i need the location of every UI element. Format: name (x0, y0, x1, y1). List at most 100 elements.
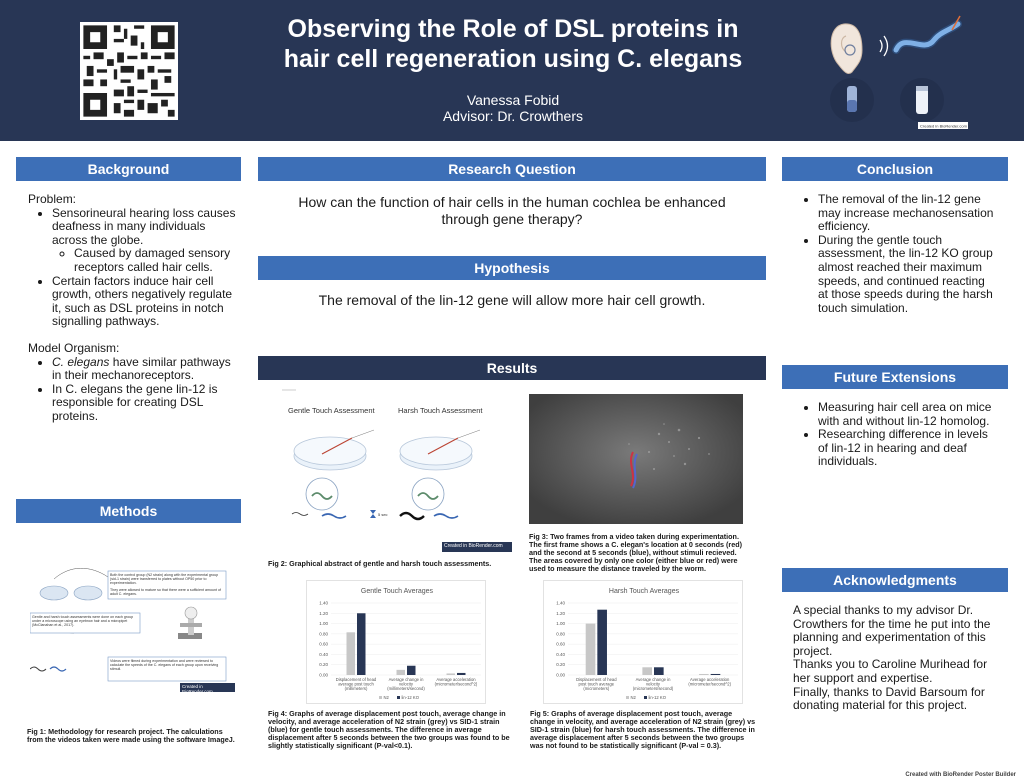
fig2-caption: Fig 2: Graphical abstract of gentle and … (268, 559, 492, 568)
legend-label: lin-12 KO (402, 695, 420, 700)
fig5-caption: Fig 5: Graphs of average displacement po… (530, 709, 756, 750)
conclusion-body: The removal of the lin-12 gene may incre… (794, 192, 994, 316)
list-item: During the gentle touch assessment, the … (818, 233, 994, 316)
author-block: Vanessa Fobid Advisor: Dr. Crowthers (330, 92, 696, 124)
bar-n2 (346, 632, 355, 675)
y-tick-label: 0.80 (319, 631, 328, 636)
x-tick-label: Displacement of head average post touch (m… (336, 677, 377, 691)
chart-title: Gentle Touch Averages (361, 588, 434, 595)
y-tick-label: 1.20 (319, 611, 328, 616)
bar-n2 (699, 673, 709, 675)
future-extensions-heading: Future Extensions (782, 365, 1008, 389)
bar-lin12ko (710, 673, 721, 675)
fig1-caption: Fig 1: Methodology for research project.… (27, 727, 235, 744)
poster-title: Observing the Role of DSL proteins in ha… (283, 15, 743, 73)
fig2-touch-assessment: Gentle Touch Assessment Harsh Touch Asse… (282, 388, 512, 554)
acknowledgments-heading: Acknowledgments (782, 568, 1008, 592)
harsh-touch-label: Harsh Touch Assessment (398, 406, 483, 415)
y-tick-label: 1.00 (319, 621, 328, 626)
methods-figure: Both the control group (N2 strain) along… (29, 567, 235, 694)
microscope-icon (178, 606, 202, 639)
bar-lin12ko (357, 613, 366, 675)
methods-step-2: Gentle and harsh touch assessments were … (32, 615, 134, 628)
hourglass-icon (370, 510, 376, 518)
chart-title: Harsh Touch Averages (609, 588, 680, 595)
list-item: Researching difference in levels of lin-… (818, 427, 994, 469)
header-illustrations: Created in BioRender.com (826, 14, 976, 132)
y-tick-label: 0.60 (556, 642, 565, 647)
gentle-touch-chart: Gentle Touch Averages 0.00 0.20 0.40 0.60 0.8… (306, 580, 486, 704)
vial-icon (900, 78, 944, 122)
methods-credit: Created in BioRender.com (182, 684, 213, 694)
y-tick-label: 0.00 (556, 673, 565, 678)
background-heading: Background (16, 157, 241, 181)
y-tick-label: 1.40 (319, 601, 328, 606)
author-name: Vanessa Fobid (466, 92, 560, 108)
qr-code-icon[interactable] (80, 22, 178, 120)
x-tick-label: Displacement of head post touch average (m… (576, 677, 617, 691)
y-tick-label: 0.60 (319, 642, 328, 647)
fig2-credit: Created in BioRender.com (444, 543, 503, 549)
model-item-text: have similar pathways in their mechanore… (52, 354, 231, 383)
research-question-text: How can the function of hair cells in th… (298, 194, 726, 227)
time-label: 5 sec (378, 512, 388, 517)
x-tick-label: Average acceleration (micrometer/second^2… (435, 677, 478, 687)
hypothesis-text: The removal of the lin-12 gene will allo… (318, 292, 706, 308)
y-tick-label: 0.00 (319, 673, 328, 678)
legend-swatch (626, 696, 629, 699)
title-banner: Observing the Role of DSL proteins in ha… (0, 0, 1024, 141)
bar-lin12ko (654, 667, 664, 675)
fig4-caption: Fig 4: Graphs of average displacement po… (268, 709, 510, 750)
future-extensions-body: Measuring hair cell area on mice with an… (794, 400, 994, 469)
fig3-video-frame (529, 394, 743, 524)
bar-n2 (585, 623, 596, 675)
methods-step-1: Both the control group (N2 strain) along… (110, 573, 221, 596)
bar-lin12ko (407, 665, 416, 675)
tube-icon (830, 78, 874, 122)
footer-credit: Created with BioRender Poster Builder (905, 772, 1016, 778)
legend-swatch (644, 696, 647, 699)
background-body: Problem: Sensorineural hearing loss caus… (28, 192, 240, 424)
bar-lin12ko (457, 672, 466, 675)
y-tick-label: 0.40 (319, 652, 328, 657)
legend-swatch (397, 696, 400, 699)
fig3-caption: Fig 3: Two frames from a video taken dur… (529, 532, 742, 573)
y-tick-label: 0.40 (556, 652, 565, 657)
hypothesis-heading: Hypothesis (258, 256, 766, 280)
bar-lin12ko (597, 609, 607, 675)
ear-icon (830, 23, 889, 75)
y-tick-label: 1.00 (556, 621, 565, 626)
bar-n2 (446, 673, 455, 675)
bar-n2 (396, 669, 405, 675)
y-tick-label: 1.40 (556, 601, 565, 606)
legend-swatch (379, 696, 382, 699)
methods-step-3: Videos were filmed during experimentatio… (110, 659, 219, 672)
harsh-touch-chart: Harsh Touch Averages 0.00 0.20 0.40 0.60 0.80… (543, 580, 743, 704)
legend-label: N2 (631, 695, 637, 700)
x-tick-label: Average acceleration (micrometer/second^2… (688, 677, 731, 687)
y-tick-label: 1.20 (556, 611, 565, 616)
research-question-heading: Research Question (258, 157, 766, 181)
x-tick-label: Average change in velocity (millimeters/se… (387, 677, 425, 691)
legend-label: lin-12 KO (649, 695, 667, 700)
y-tick-label: 0.20 (319, 662, 328, 667)
list-item: Measuring hair cell area on mice with an… (818, 400, 994, 428)
list-item: The removal of the lin-12 gene may incre… (818, 192, 994, 234)
bar-n2 (642, 667, 652, 675)
y-tick-label: 0.80 (556, 631, 565, 636)
advisor-name: Advisor: Dr. Crowthers (442, 108, 584, 124)
gentle-touch-label: Gentle Touch Assessment (288, 406, 375, 415)
logo-credit: Created in BioRender.com (920, 124, 968, 129)
acknowledgments-body: A special thanks to my advisor Dr. Crowt… (793, 603, 991, 713)
list-item: C. elegans have similar pathways in thei… (52, 354, 240, 383)
legend-label: N2 (384, 695, 390, 700)
list-item: In C. elegans the gene lin-12 is respons… (52, 382, 240, 424)
y-tick-label: 0.20 (556, 662, 565, 667)
list-item: Certain factors induce hair cell growth,… (52, 274, 240, 329)
list-item: Sensorineural hearing loss causes deafne… (52, 206, 240, 275)
worm-icon (892, 15, 962, 54)
results-heading: Results (258, 356, 766, 380)
x-tick-label: Average change in velocity (micrometers/se… (633, 677, 674, 691)
conclusion-heading: Conclusion (782, 157, 1008, 181)
list-item: Caused by damaged sensory receptors call… (74, 247, 240, 274)
